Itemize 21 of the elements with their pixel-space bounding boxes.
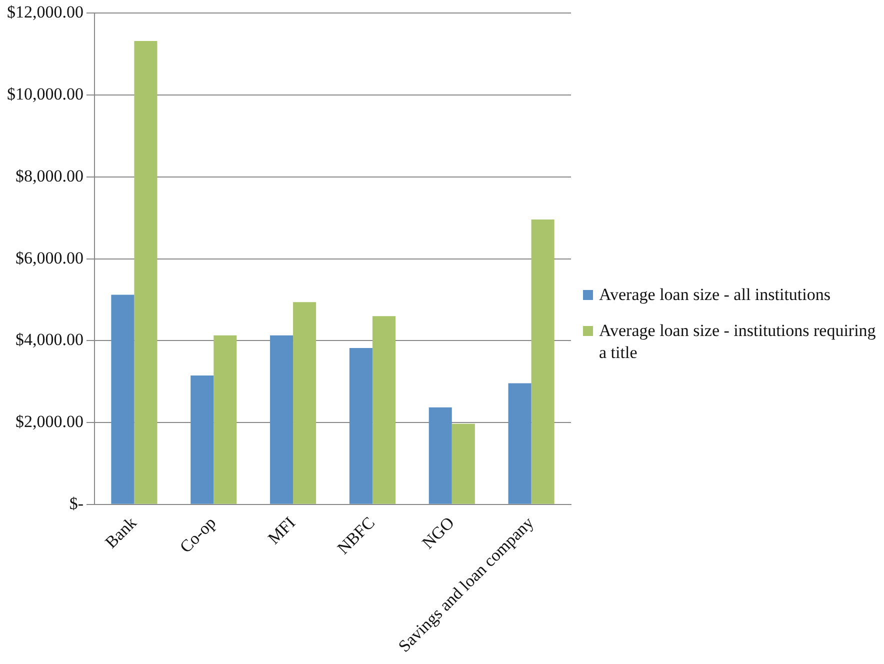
bar (372, 316, 396, 504)
bar (190, 375, 214, 504)
bar (508, 383, 532, 504)
y-tick-label: $12,000.00 (7, 2, 84, 22)
bar (349, 348, 372, 504)
legend-label: Average loan size - all institutions (599, 284, 830, 306)
y-tick-label: $- (69, 494, 84, 513)
y-tick-label: $2,000.00 (16, 412, 84, 431)
y-tick-label: $10,000.00 (7, 84, 84, 104)
bar (428, 407, 452, 504)
y-tick-label: $4,000.00 (16, 330, 84, 350)
y-tick-label: $6,000.00 (16, 248, 84, 268)
legend-label: Average loan size - institutions requiring a title (599, 320, 877, 364)
bar (111, 294, 134, 504)
bar (134, 41, 158, 504)
bar (270, 335, 294, 504)
bar (293, 302, 316, 504)
y-tick-label: $8,000.00 (16, 166, 84, 186)
bar (452, 424, 475, 504)
bar (214, 335, 237, 504)
bar (531, 219, 554, 504)
